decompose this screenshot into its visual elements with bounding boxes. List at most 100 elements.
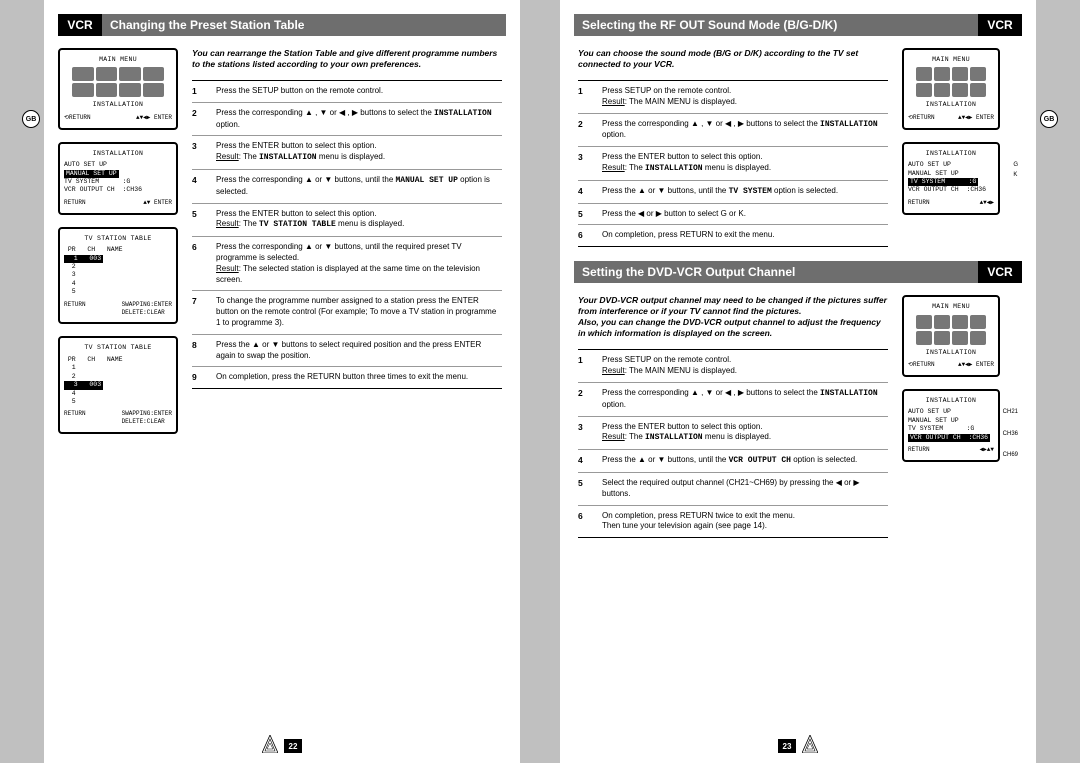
step-row: 4 Press the corresponding ▲ or ▼ buttons,…	[192, 170, 502, 204]
step-number: 5	[192, 209, 208, 232]
steps-list: 1 Press the SETUP button on the remote co…	[192, 80, 502, 389]
osd-station-table-2: TV STATION TABLE PR CH NAME 1 2 3 003 4 …	[58, 336, 178, 434]
step-number: 3	[578, 152, 594, 175]
step-row: 6 On completion, press RETURN twice to ex…	[578, 506, 888, 538]
step-row: 7To change the programme number assigned…	[192, 291, 502, 334]
step-text: Press the corresponding ▲ or ▼ buttons, …	[216, 242, 502, 285]
osd-installation: INSTALLATION AUTO SET UP MANUAL SET UP T…	[902, 142, 1000, 215]
step-text: Press the ▲ or ▼ buttons, until the VCR …	[602, 455, 888, 467]
text-column-right-2: Your DVD-VCR output channel may need to …	[574, 295, 892, 538]
step-text: Press the corresponding ▲ or ▼ buttons, …	[216, 175, 502, 198]
step-row: 3 Press the ENTER button to select this o…	[578, 417, 888, 451]
step-number: 2	[578, 119, 594, 142]
step-number: 6	[192, 242, 208, 285]
step-row: 5 Select the required output channel (CH2…	[578, 473, 888, 506]
step-text: Press the corresponding ▲ , ▼ or ◀ , ▶ b…	[216, 108, 502, 131]
triangle-icon	[802, 735, 818, 753]
step-number: 4	[192, 175, 208, 198]
step-row: 9 On completion, press the RETURN button …	[192, 367, 502, 388]
text-column-right-1: You can choose the sound mode (B/G or D/…	[574, 48, 892, 247]
intro-text: You can rearrange the Station Table and …	[192, 48, 502, 70]
step-text: Press SETUP on the remote control.Result…	[602, 355, 888, 377]
step-row: 1Press SETUP on the remote control.Resul…	[578, 350, 888, 383]
step-row: 5 Press the ◀ or ▶ button to select G or …	[578, 204, 888, 226]
step-row: 8 Press the ▲ or ▼ buttons to select requ…	[192, 335, 502, 368]
intro-text: You can choose the sound mode (B/G or D/…	[578, 48, 888, 70]
vcr-badge: VCR	[978, 261, 1022, 283]
step-number: 2	[578, 388, 594, 411]
page-right: VCR Selecting the RF OUT Sound Mode (B/G…	[560, 0, 1036, 763]
step-number: 8	[192, 340, 208, 362]
page-title: Changing the Preset Station Table	[102, 14, 506, 36]
step-text: On completion, press RETURN twice to exi…	[602, 511, 888, 533]
step-text: Press the SETUP button on the remote con…	[216, 86, 502, 97]
step-text: On completion, press RETURN to exit the …	[602, 230, 888, 241]
title-bar-right-1: VCR Selecting the RF OUT Sound Mode (B/G…	[574, 14, 1022, 36]
step-number: 9	[192, 372, 208, 383]
title-bar-right-2: VCR Setting the DVD-VCR Output Channel	[574, 261, 1022, 283]
step-text: On completion, press the RETURN button t…	[216, 372, 502, 383]
step-row: 1 Press SETUP on the remote control.Resul…	[578, 81, 888, 114]
step-number: 4	[578, 186, 594, 198]
step-text: To change the programme number assigned …	[216, 296, 502, 328]
step-text: Press the ◀ or ▶ button to select G or K…	[602, 209, 888, 220]
step-number: 1	[192, 86, 208, 97]
osd-main-menu: MAIN MENU INSTALLATION ⟲RETURN▲▼◀▶ ENTER	[58, 48, 178, 130]
step-row: 3 Press the ENTER button to select this o…	[192, 136, 502, 170]
step-text: Press the ▲ or ▼ buttons to select requi…	[216, 340, 502, 362]
step-number: 1	[578, 86, 594, 108]
text-column-left: You can rearrange the Station Table and …	[188, 48, 506, 727]
step-row: 6 On completion, press RETURN to exit the…	[578, 225, 888, 246]
title-bar-left: VCR Changing the Preset Station Table	[58, 14, 506, 36]
page-title: Selecting the RF OUT Sound Mode (B/G-D/K…	[574, 14, 978, 36]
step-row: 2 Press the corresponding ▲ , ▼ or ◀ , ▶ …	[578, 114, 888, 148]
osd-station-table-1: TV STATION TABLE PR CH NAME 1 003 2 3 4 …	[58, 227, 178, 325]
step-row: 6Press the corresponding ▲ or ▼ buttons,…	[192, 237, 502, 291]
page-footer-right: 23	[574, 735, 1022, 753]
page-footer-left: 22	[58, 735, 506, 753]
step-number: 3	[578, 422, 594, 445]
osd-column-right-1: MAIN MENU INSTALLATION ⟲RETURN▲▼◀▶ ENTER…	[902, 48, 1022, 247]
page-title: Setting the DVD-VCR Output Channel	[574, 261, 978, 283]
intro-text: Your DVD-VCR output channel may need to …	[578, 295, 888, 339]
step-text: Press the ENTER button to select this op…	[216, 209, 502, 232]
step-text: Press the ENTER button to select this op…	[216, 141, 502, 164]
page-left: VCR Changing the Preset Station Table MA…	[44, 0, 520, 763]
step-number: 6	[578, 511, 594, 533]
step-row: 2 Press the corresponding ▲ , ▼ or ◀ , ▶ …	[192, 103, 502, 137]
steps-list: 1Press SETUP on the remote control.Resul…	[578, 349, 888, 538]
step-row: 1 Press the SETUP button on the remote co…	[192, 81, 502, 103]
step-text: Select the required output channel (CH21…	[602, 478, 888, 500]
step-number: 4	[578, 455, 594, 467]
vcr-badge: VCR	[58, 14, 102, 36]
step-number: 5	[578, 209, 594, 220]
gb-badge-left: GB	[22, 110, 40, 128]
step-text: Press the ENTER button to select this op…	[602, 422, 888, 445]
step-text: Press SETUP on the remote control.Result…	[602, 86, 888, 108]
step-row: 3 Press the ENTER button to select this o…	[578, 147, 888, 181]
osd-main-menu: MAIN MENU INSTALLATION ⟲RETURN▲▼◀▶ ENTER	[902, 295, 1000, 377]
osd-installation: INSTALLATION AUTO SET UP MANUAL SET UP T…	[58, 142, 178, 215]
step-number: 7	[192, 296, 208, 328]
vcr-badge: VCR	[978, 14, 1022, 36]
step-number: 5	[578, 478, 594, 500]
step-number: 6	[578, 230, 594, 241]
step-row: 5 Press the ENTER button to select this o…	[192, 204, 502, 238]
steps-list: 1 Press SETUP on the remote control.Resul…	[578, 80, 888, 247]
osd-installation: INSTALLATION AUTO SET UP MANUAL SET UP T…	[902, 389, 1000, 462]
page-number: 22	[284, 739, 302, 753]
step-number: 2	[192, 108, 208, 131]
step-text: Press the corresponding ▲ , ▼ or ◀ , ▶ b…	[602, 388, 888, 411]
step-row: 4 Press the ▲ or ▼ buttons, until the VCR…	[578, 450, 888, 473]
page-number: 23	[778, 739, 796, 753]
step-text: Press the ENTER button to select this op…	[602, 152, 888, 175]
gb-badge-right: GB	[1040, 110, 1058, 128]
step-text: Press the ▲ or ▼ buttons, until the TV S…	[602, 186, 888, 198]
osd-main-menu: MAIN MENU INSTALLATION ⟲RETURN▲▼◀▶ ENTER	[902, 48, 1000, 130]
right-gutter: GB	[1036, 0, 1080, 763]
step-text: Press the corresponding ▲ , ▼ or ◀ , ▶ b…	[602, 119, 888, 142]
step-number: 3	[192, 141, 208, 164]
osd-column-right-2: MAIN MENU INSTALLATION ⟲RETURN▲▼◀▶ ENTER…	[902, 295, 1022, 538]
center-gap	[520, 0, 560, 763]
step-row: 2 Press the corresponding ▲ , ▼ or ◀ , ▶ …	[578, 383, 888, 417]
